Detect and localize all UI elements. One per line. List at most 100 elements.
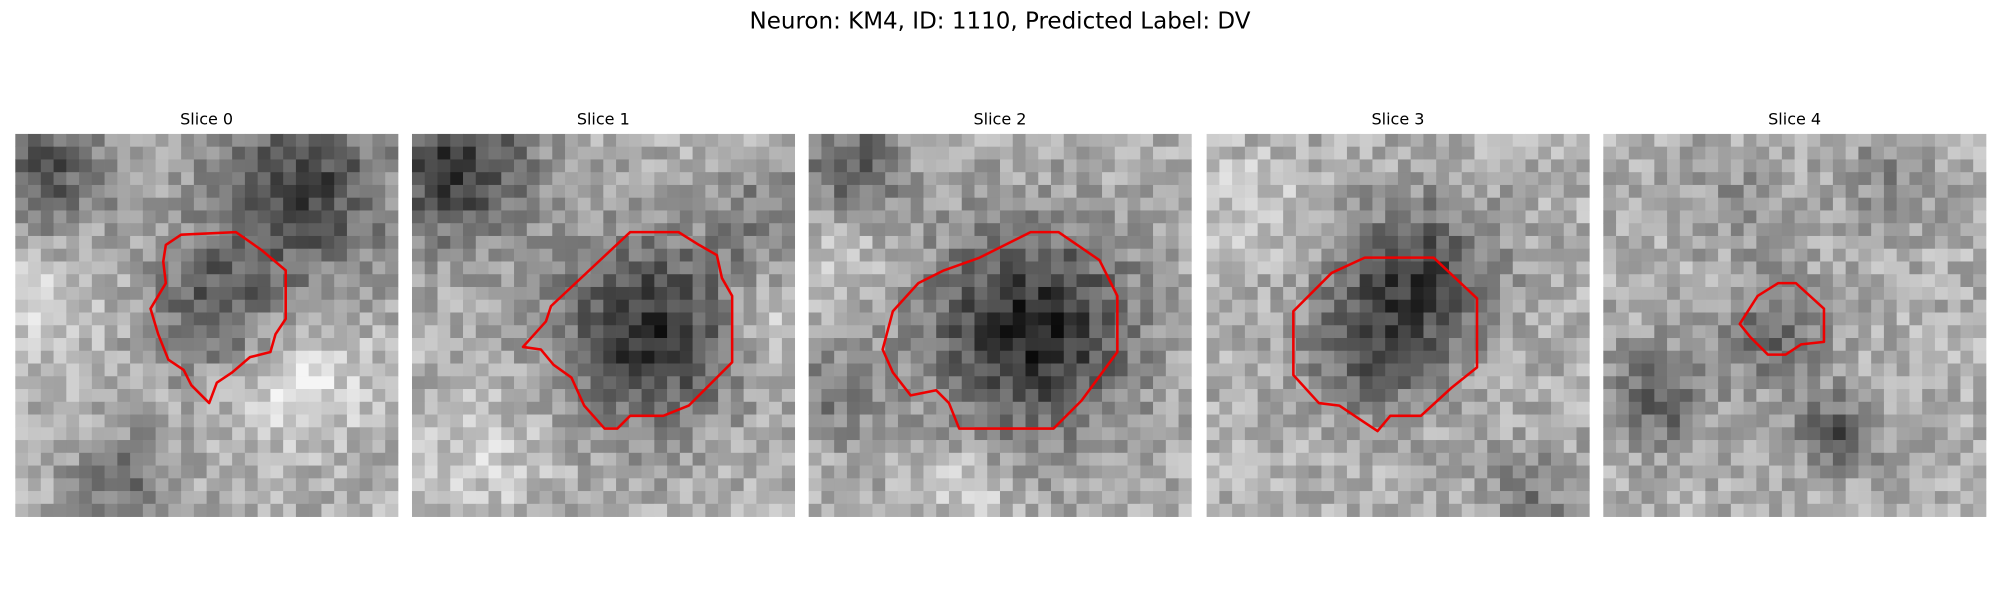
pixel: [385, 172, 399, 186]
pixel: [475, 184, 489, 199]
pixel: [859, 197, 873, 211]
pixel: [130, 312, 144, 326]
pixel: [743, 133, 757, 148]
pixel: [1551, 325, 1565, 339]
pixel: [1474, 184, 1488, 199]
pixel: [910, 338, 924, 352]
pixel: [1756, 261, 1770, 275]
pixel: [206, 503, 220, 517]
pixel: [1692, 452, 1706, 466]
pixel: [1896, 286, 1910, 301]
pixel: [1743, 146, 1757, 160]
pixel: [1487, 299, 1501, 313]
pixel: [1947, 286, 1961, 301]
pixel: [346, 363, 361, 377]
pixel: [872, 133, 886, 148]
pixel: [1461, 133, 1475, 148]
pixel: [450, 184, 464, 199]
pixel: [859, 223, 873, 237]
pixel: [1576, 146, 1590, 160]
pixel: [565, 197, 579, 211]
pixel: [1102, 503, 1116, 517]
pixel: [219, 223, 233, 237]
pixel: [1563, 197, 1577, 211]
pixel: [424, 286, 438, 301]
pixel: [1140, 440, 1154, 454]
pixel: [1232, 274, 1246, 288]
pixel: [346, 146, 361, 160]
pixel: [1219, 414, 1233, 428]
pixel: [1487, 261, 1501, 275]
pixel: [193, 299, 208, 313]
pixel: [654, 503, 668, 517]
pixel: [1858, 299, 1872, 313]
pixel: [1359, 146, 1373, 160]
pixel: [1423, 146, 1437, 160]
pixel: [961, 172, 975, 186]
pixel: [15, 210, 29, 224]
pixel: [1832, 235, 1847, 250]
pixel: [872, 299, 886, 313]
pixel: [872, 274, 886, 288]
pixel: [948, 274, 963, 288]
pixel: [910, 452, 924, 466]
pixel: [654, 133, 668, 148]
pixel: [155, 312, 169, 326]
pixel: [1628, 159, 1642, 173]
pixel: [1960, 389, 1974, 403]
pixel: [859, 159, 873, 173]
pixel: [168, 452, 182, 466]
pixel: [1232, 452, 1246, 466]
pixel: [1244, 376, 1259, 390]
pixel: [987, 338, 1001, 352]
pixel: [679, 503, 693, 517]
pixel: [1372, 286, 1386, 301]
pixel: [514, 261, 528, 275]
pixel: [1372, 235, 1386, 250]
pixel: [1499, 261, 1514, 275]
pixel: [526, 465, 540, 479]
pixel: [28, 440, 42, 454]
pixel: [999, 452, 1014, 466]
pixel: [616, 172, 630, 186]
pixel: [1270, 146, 1284, 160]
pixel: [859, 465, 873, 479]
pixel: [1628, 248, 1642, 262]
pixel: [923, 248, 937, 262]
pixel: [1423, 312, 1437, 326]
pixel: [15, 389, 29, 403]
pixel: [1781, 286, 1796, 301]
pixel: [1012, 491, 1026, 505]
pixel: [1321, 389, 1335, 403]
pixel: [1140, 350, 1154, 364]
pixel: [1397, 184, 1412, 199]
pixel: [1257, 197, 1271, 211]
pixel: [1051, 503, 1065, 517]
pixel: [411, 401, 426, 415]
pixel: [1807, 235, 1821, 250]
pixel: [28, 325, 42, 339]
pixel: [1883, 376, 1898, 390]
pixel: [79, 389, 93, 403]
pixel: [334, 325, 348, 339]
pixel: [961, 325, 975, 339]
pixel: [219, 389, 233, 403]
pixel: [117, 172, 131, 186]
pixel: [692, 274, 706, 288]
pixel: [1896, 248, 1910, 262]
pixel: [910, 274, 924, 288]
pixel: [283, 172, 297, 186]
pixel: [1165, 440, 1179, 454]
pixel: [1576, 325, 1590, 339]
pixel: [1512, 376, 1526, 390]
pixel: [948, 338, 963, 352]
pixel: [526, 159, 540, 173]
pixel: [257, 159, 271, 173]
pixel: [1051, 452, 1065, 466]
pixel: [1397, 376, 1412, 390]
pixel: [936, 274, 950, 288]
pixel: [1295, 133, 1310, 148]
pixel: [1219, 159, 1233, 173]
pixel: [372, 376, 386, 390]
pixel: [28, 478, 42, 492]
